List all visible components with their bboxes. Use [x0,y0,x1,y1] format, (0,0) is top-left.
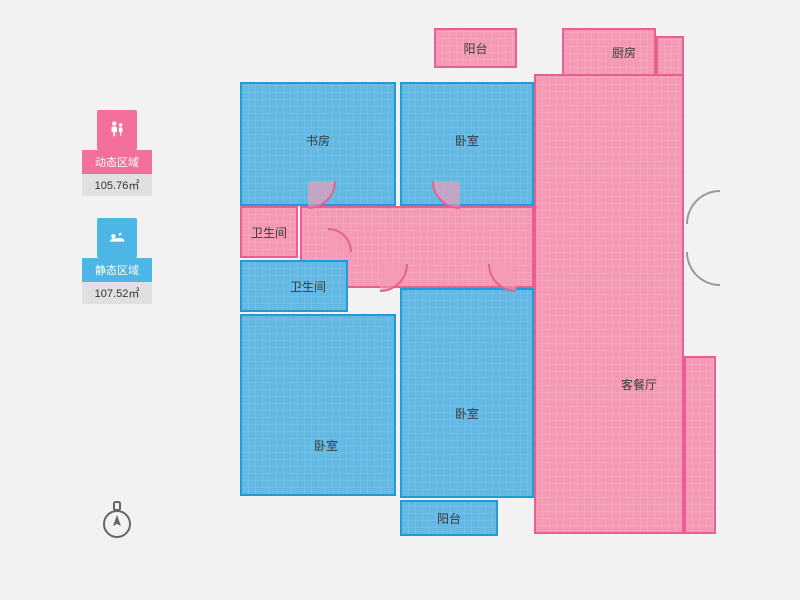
room-wc_upper: 卫生间 [240,206,298,258]
sleep-icon [97,218,137,258]
room-bedroom_ne: 卧室 [400,82,534,206]
room-living_ext [684,356,716,534]
room-label: 卧室 [314,437,338,454]
room-label: 厨房 [612,44,636,61]
people-icon [97,110,137,150]
legend-dynamic-label: 动态区域 [82,150,152,174]
room-wc_lower: 卫生间 [240,260,348,312]
legend-static-value: 107.52㎡ [82,282,152,304]
room-label: 卫生间 [290,278,326,295]
room-living: 客餐厅 [534,74,684,534]
room-label: 卧室 [455,132,479,149]
room-label: 书房 [306,132,330,149]
room-balcony_top: 阳台 [434,28,517,68]
room-label: 阳台 [437,510,461,527]
room-kitchen_notch [656,36,684,76]
room-kitchen: 厨房 [562,28,656,76]
room-balcony_bot: 阳台 [400,500,498,536]
compass-icon [100,500,134,540]
room-label: 客餐厅 [621,376,657,393]
legend-static-label: 静态区域 [82,258,152,282]
door-swing [686,190,720,224]
room-label: 卫生间 [251,224,287,241]
legend-panel: 动态区域 105.76㎡ 静态区域 107.52㎡ [82,110,152,326]
legend-static: 静态区域 107.52㎡ [82,218,152,304]
room-bedroom_sw: 卧室 [240,314,396,496]
door-swing [686,252,720,286]
floor-plan: 阳台厨房客餐厅书房卧室卫生间卫生间卧室卧室阳台 [240,28,723,562]
room-label: 阳台 [463,40,487,57]
legend-dynamic: 动态区域 105.76㎡ [82,110,152,196]
room-label: 卧室 [455,405,479,422]
room-bedroom_se: 卧室 [400,288,534,498]
legend-dynamic-value: 105.76㎡ [82,174,152,196]
